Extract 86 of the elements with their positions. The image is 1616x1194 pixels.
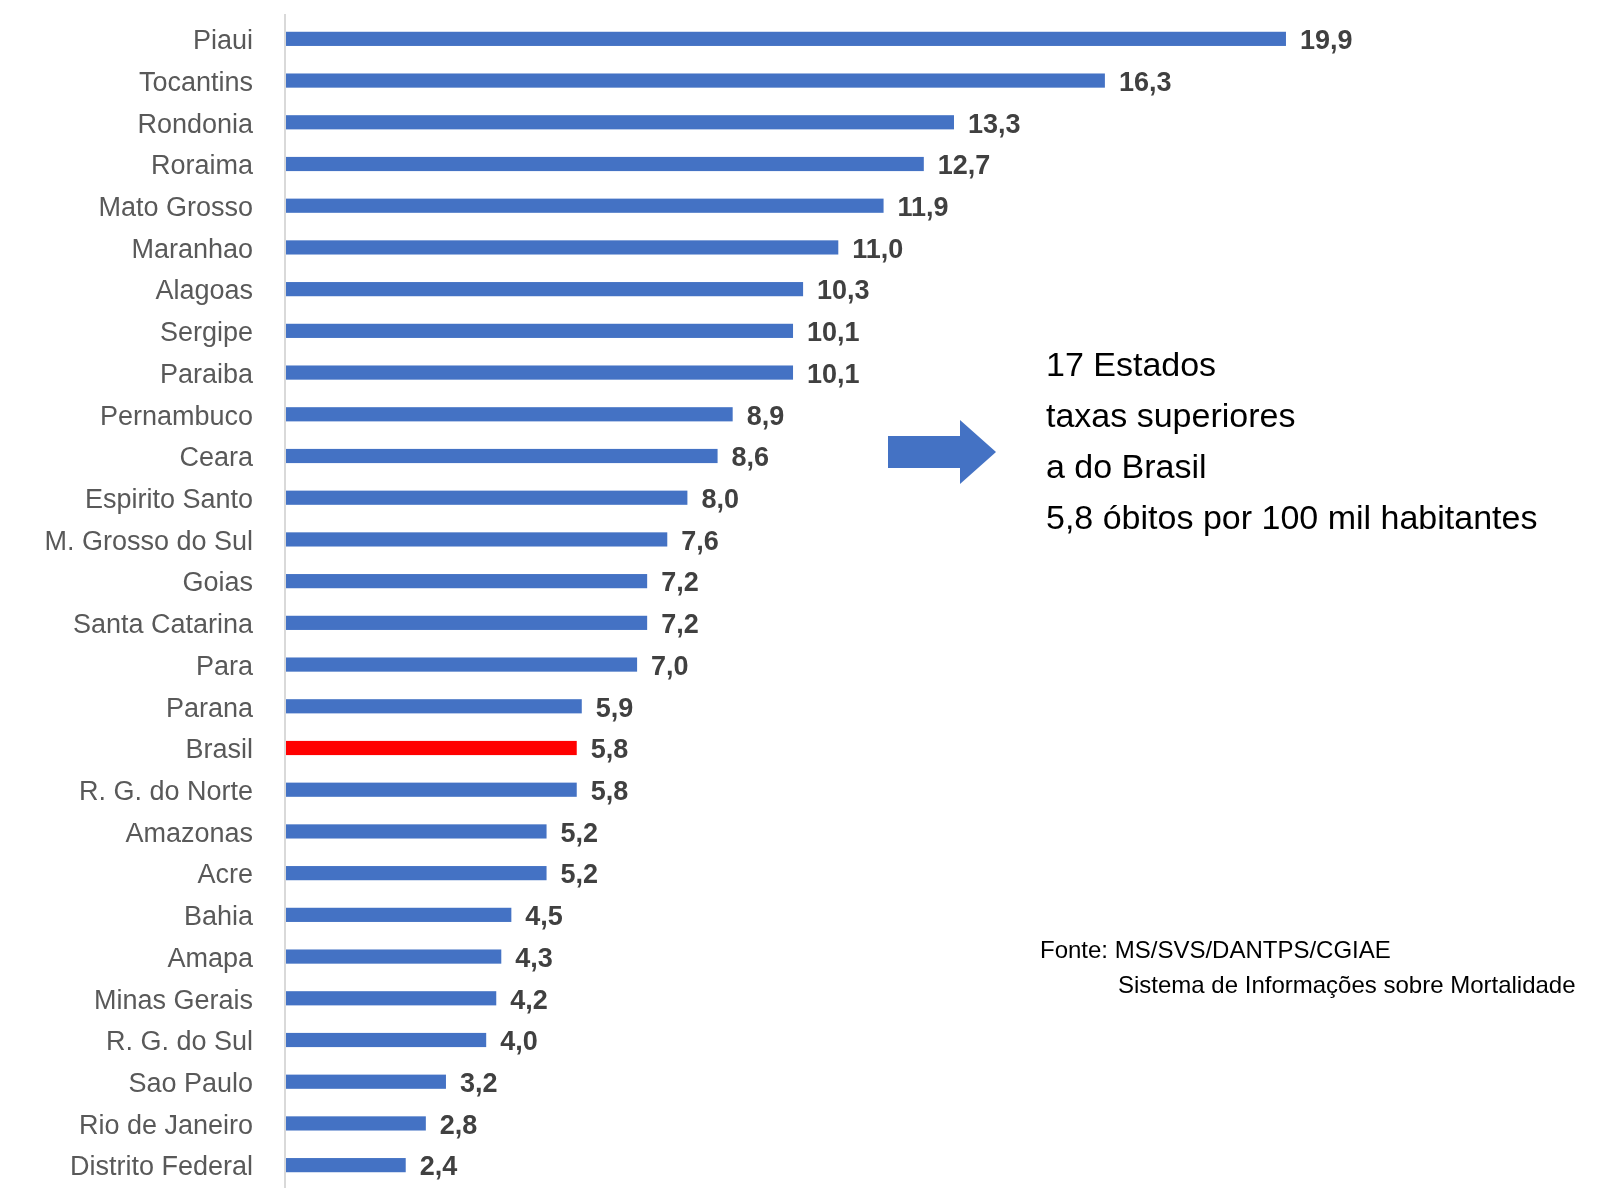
data-label: 8,0 [701,483,739,514]
y-tick-label: Rio de Janeiro [78,1109,253,1140]
data-label: 4,5 [525,901,563,932]
bar [285,448,718,464]
annotation: 17 Estados taxas superiores a do Brasil 5,8 óbitos por 100 mil habitantes [1046,345,1538,536]
data-label: 2,8 [439,1109,478,1140]
bar [285,323,794,338]
y-tick-label: Amazonas [125,817,253,848]
bar [285,31,1286,46]
bar [285,782,577,797]
bar [285,365,794,380]
data-label: 4,0 [500,1026,538,1057]
bar [285,657,638,672]
bar [285,532,668,547]
y-tick-label: Santa Catarina [72,609,254,640]
data-label: 10,1 [807,358,860,389]
y-tick-label: R. G. do Norte [78,775,253,806]
bar [285,699,582,714]
data-label: 7,2 [661,567,699,598]
bar [285,1074,446,1089]
bar [285,824,547,839]
bar [285,282,804,297]
data-label: 5,2 [560,859,599,890]
y-tick-label: Goias [182,567,253,598]
data-label: 5,2 [560,817,599,848]
data-label: 8,6 [731,442,770,473]
y-tick-label: Paraiba [159,358,254,389]
y-tick-label: Espirito Santo [84,483,253,514]
y-tick-label: Para [195,650,254,681]
y-tick-label: Mato Grosso [98,191,253,222]
data-label: 16,3 [1118,66,1172,97]
data-label: 2,4 [419,1151,458,1182]
data-label: 10,1 [807,317,860,348]
bar [285,1032,487,1048]
data-label: 7,2 [661,609,699,640]
bar [285,240,839,255]
bar [285,991,497,1006]
bar [285,198,884,213]
y-tick-label: Minas Gerais [93,984,253,1015]
y-tick-label: Maranhao [131,233,253,264]
bar [285,574,648,589]
bar [285,115,954,130]
data-label: 4,2 [510,984,548,1015]
data-label: 4,3 [515,942,553,973]
y-tick-label: Alagoas [155,275,253,306]
bar [285,407,733,422]
y-tick-label: M. Grosso do Sul [44,525,253,556]
bar [285,949,502,964]
y-tick-label: Brasil [185,734,253,765]
bar [285,156,924,172]
y-tick-label: Sao Paulo [128,1067,253,1098]
data-label: 10,3 [817,275,870,306]
y-tick-label: Tocantins [138,66,253,97]
data-label: 11,0 [852,233,904,264]
y-tick-label: Piaui [192,25,253,56]
bar [285,615,648,630]
y-tick-label: Distrito Federal [69,1151,253,1182]
y-tick-label: Ceara [179,442,254,473]
data-label: 5,8 [590,734,629,765]
y-tick-label: Sergipe [159,317,253,348]
y-tick-label: Acre [197,859,253,890]
y-tick-label: Parana [165,692,254,723]
y-tick-label: Rondonia [137,108,254,139]
y-tick-label: R. G. do Sul [105,1026,253,1057]
data-label: 19,9 [1299,25,1353,56]
bar [285,1116,426,1131]
data-label: 7,6 [681,525,719,556]
data-label: 5,8 [590,775,629,806]
bar [285,907,512,922]
y-tick-label: Amapa [167,942,254,973]
data-label: 8,9 [746,400,785,431]
y-tick-label: Roraima [150,150,254,181]
y-tick-label: Bahia [183,901,254,932]
data-label: 11,9 [897,191,949,222]
data-label: 12,7 [937,150,991,181]
bar [285,490,688,505]
data-label: 13,3 [967,108,1021,139]
bar [285,866,547,881]
data-label: 5,9 [595,692,634,723]
annotation: Fonte: MS/SVS/DANTPS/CGIAE Sistema de Informações sobre Mortalidade [1040,936,1576,998]
data-label: 3,2 [459,1067,498,1098]
bar [285,73,1105,88]
y-tick-label: Pernambuco [99,400,253,431]
bar [285,1158,406,1173]
bar [285,740,577,756]
data-label: 7,0 [651,650,689,681]
